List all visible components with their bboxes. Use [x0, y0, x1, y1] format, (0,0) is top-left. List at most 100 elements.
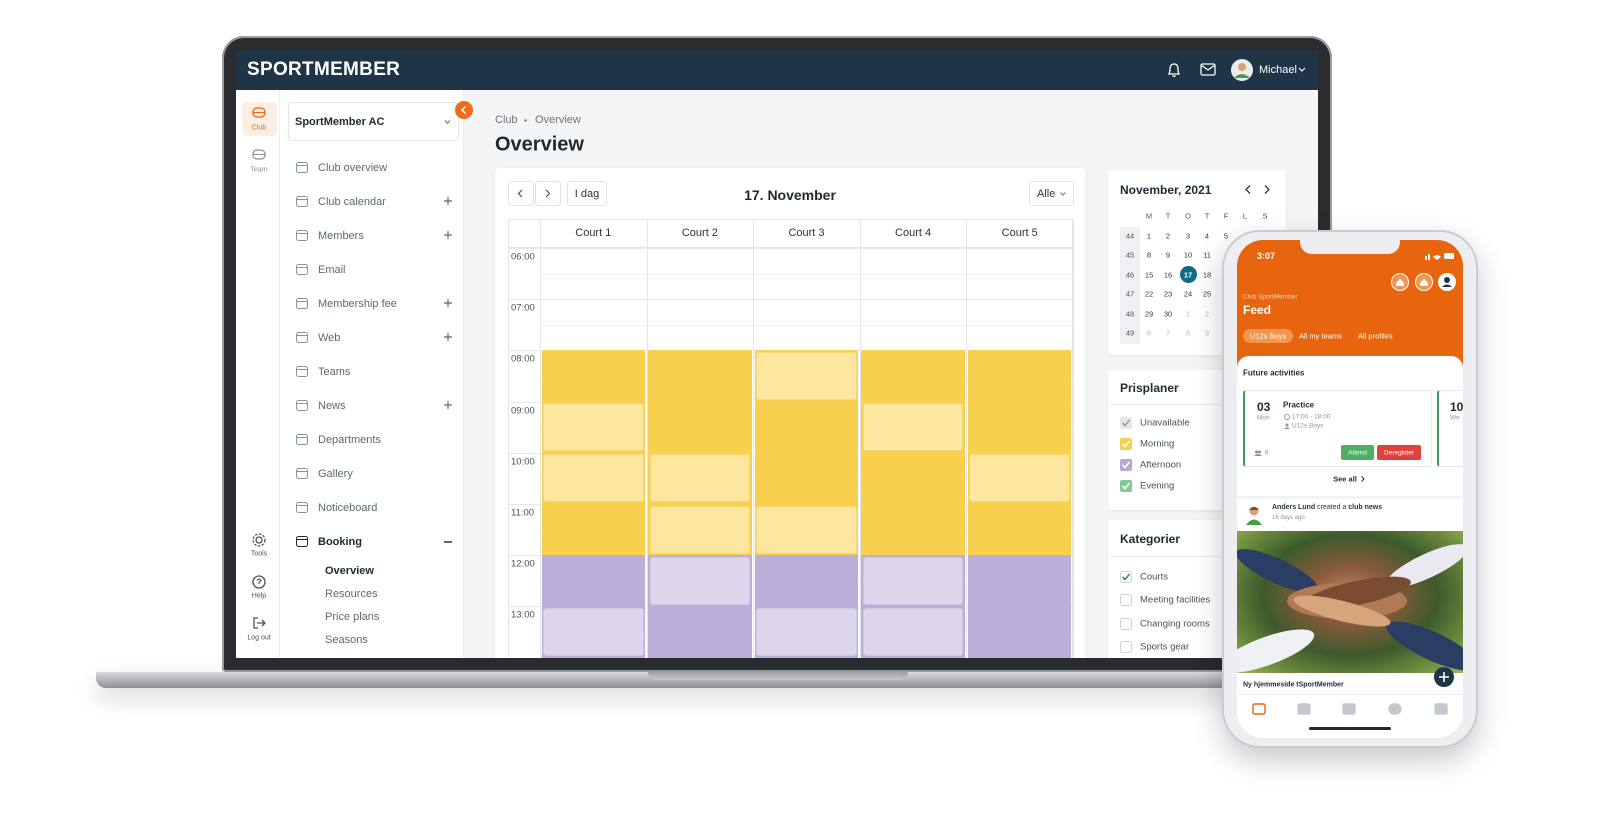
- menu-item[interactable]: Club overview: [318, 162, 388, 174]
- submenu-item[interactable]: Resources: [325, 588, 378, 600]
- nav-icon[interactable]: [1388, 703, 1402, 715]
- day[interactable]: 11: [1203, 250, 1211, 260]
- menu-item[interactable]: Booking: [318, 536, 362, 548]
- icon-part: [444, 120, 451, 125]
- weekday: O: [1185, 211, 1191, 221]
- day[interactable]: 24: [1183, 289, 1193, 299]
- month-next[interactable]: [1264, 185, 1270, 194]
- day[interactable]: 2: [1165, 231, 1171, 241]
- nav-icon[interactable]: [1297, 703, 1311, 715]
- deregister-button[interactable]: [1377, 445, 1421, 460]
- day[interactable]: 10: [1183, 250, 1193, 260]
- see-all[interactable]: See all: [1333, 474, 1357, 484]
- icon-part: [1060, 192, 1066, 196]
- menu-item[interactable]: Gallery: [318, 468, 353, 480]
- filter-select[interactable]: [1029, 181, 1074, 206]
- rail-label[interactable]: Tools: [250, 550, 268, 558]
- nav-icon[interactable]: [1342, 703, 1356, 715]
- header-icon: [1391, 273, 1409, 291]
- menu-item[interactable]: News: [318, 400, 346, 412]
- day[interactable]: 30: [1163, 309, 1173, 319]
- day[interactable]: 9: [1204, 328, 1210, 338]
- checkbox[interactable]: [1120, 594, 1132, 607]
- rail-label[interactable]: Club: [251, 124, 267, 132]
- day[interactable]: 25: [1202, 289, 1212, 299]
- rail-label[interactable]: Log out: [247, 634, 271, 642]
- menu-item[interactable]: Members: [318, 230, 364, 242]
- booking: [862, 556, 964, 605]
- add-button[interactable]: [1434, 667, 1454, 687]
- filter-label: Alle: [1037, 188, 1056, 200]
- menu-item[interactable]: Web: [318, 332, 341, 344]
- menu-item[interactable]: Departments: [318, 434, 381, 446]
- checkbox[interactable]: [1120, 617, 1132, 630]
- menu-item[interactable]: Teams: [318, 366, 351, 378]
- day[interactable]: 17: [1183, 270, 1193, 280]
- day[interactable]: 9: [1165, 250, 1171, 260]
- menu-item[interactable]: Noticeboard: [318, 502, 378, 514]
- checkbox[interactable]: [1120, 417, 1132, 429]
- attend-button[interactable]: [1341, 445, 1374, 460]
- prev-button[interactable]: [508, 181, 534, 206]
- today-button[interactable]: [567, 181, 607, 206]
- menu-item[interactable]: Membership fee: [318, 298, 397, 310]
- icon-part: [255, 536, 263, 544]
- day[interactable]: 8: [1146, 250, 1152, 260]
- rail-icon: [252, 616, 266, 630]
- icon-part: [296, 196, 308, 207]
- icon-part: [1246, 506, 1262, 525]
- day[interactable]: 7: [1165, 328, 1171, 338]
- tab[interactable]: U12s Boys: [1249, 331, 1287, 341]
- day[interactable]: 18: [1202, 270, 1212, 280]
- icon-part: [296, 332, 308, 343]
- icon-part: [1342, 703, 1356, 715]
- icon-rail: [236, 90, 280, 658]
- day[interactable]: 29: [1144, 309, 1154, 319]
- rail-label[interactable]: Help: [251, 592, 267, 600]
- breadcrumb[interactable]: Club: [495, 114, 518, 126]
- day[interactable]: 5: [1223, 231, 1229, 241]
- day[interactable]: 3: [1185, 231, 1191, 241]
- day[interactable]: 2: [1204, 309, 1210, 319]
- checkbox[interactable]: [1120, 480, 1132, 492]
- user-name[interactable]: Michael: [1259, 64, 1297, 76]
- selected-day: [1179, 266, 1197, 284]
- nav-icon[interactable]: [1252, 703, 1266, 715]
- day[interactable]: 6: [1146, 328, 1152, 338]
- day[interactable]: 22: [1144, 289, 1154, 299]
- rail-label[interactable]: Team: [250, 166, 268, 174]
- month-prev[interactable]: [1245, 185, 1251, 194]
- day[interactable]: 8: [1185, 328, 1191, 338]
- icon-part: [1120, 617, 1132, 630]
- icon-part: [1396, 278, 1404, 286]
- menu-item[interactable]: Email: [318, 264, 346, 276]
- icon-part: [1391, 273, 1409, 291]
- day[interactable]: 15: [1144, 270, 1154, 280]
- icon-part: [1121, 482, 1131, 490]
- submenu-item[interactable]: Price plans: [325, 611, 380, 623]
- tab[interactable]: All profiles: [1358, 331, 1393, 341]
- club-select[interactable]: [288, 102, 459, 141]
- day[interactable]: 23: [1163, 289, 1173, 299]
- icon-part: [1120, 459, 1132, 471]
- day[interactable]: 1: [1185, 309, 1191, 319]
- checkbox[interactable]: [1120, 571, 1132, 583]
- checkbox[interactable]: [1120, 459, 1132, 471]
- menu-item[interactable]: Club calendar: [318, 196, 386, 208]
- next-button[interactable]: [535, 181, 561, 206]
- time-label: 13:00: [511, 609, 535, 621]
- icon-part: [1120, 594, 1132, 607]
- day[interactable]: 1: [1146, 231, 1152, 241]
- nav-icon[interactable]: [1434, 703, 1448, 715]
- icon-part: [1179, 266, 1197, 284]
- checkbox[interactable]: [1120, 438, 1132, 450]
- tab[interactable]: All my teams: [1299, 331, 1342, 341]
- submenu-item[interactable]: Seasons: [325, 634, 368, 646]
- day[interactable]: 4: [1204, 231, 1210, 241]
- deregister-label: Deregister: [1384, 449, 1414, 456]
- clock-icon: [1284, 414, 1290, 420]
- day[interactable]: 16: [1163, 270, 1173, 280]
- checkbox[interactable]: [1120, 640, 1132, 653]
- submenu-item[interactable]: Overview: [325, 565, 374, 577]
